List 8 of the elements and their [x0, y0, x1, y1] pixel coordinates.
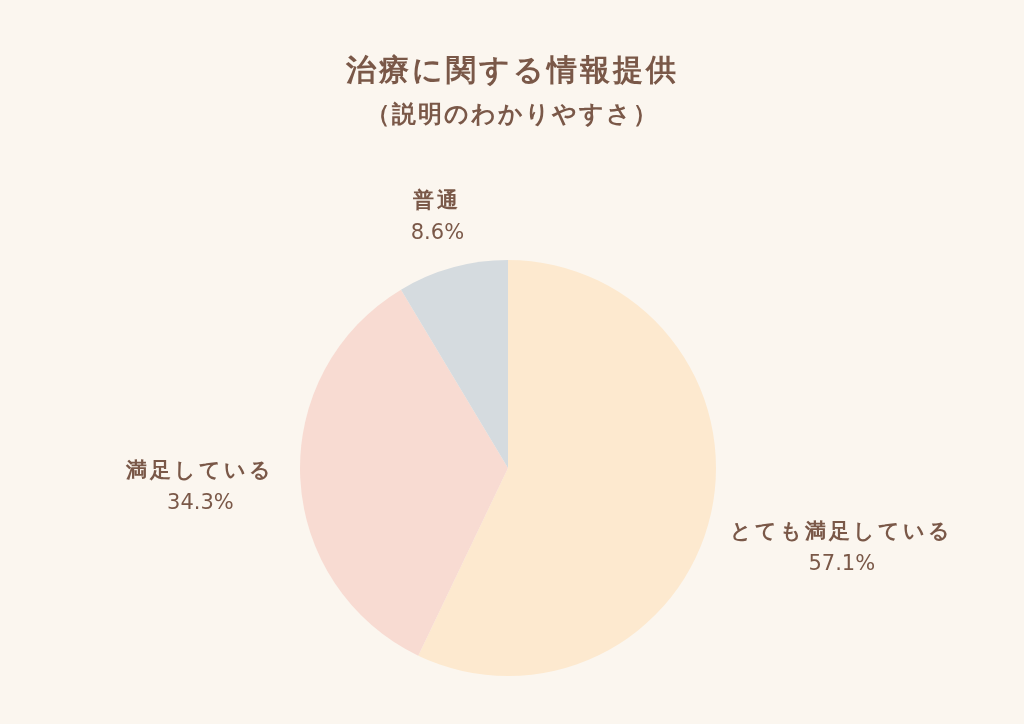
chart-subtitle: （説明のわかりやすさ） — [365, 100, 659, 128]
slice-label: 普通 — [412, 188, 462, 213]
data-label: 34.3% — [167, 489, 234, 514]
slice-label: 満足している — [125, 457, 275, 482]
slice-label: とても満足している — [730, 518, 954, 543]
data-label: 8.6% — [410, 220, 465, 245]
chart-title: 治療に関する情報提供 — [344, 52, 679, 87]
data-label: 57.1% — [808, 550, 876, 575]
